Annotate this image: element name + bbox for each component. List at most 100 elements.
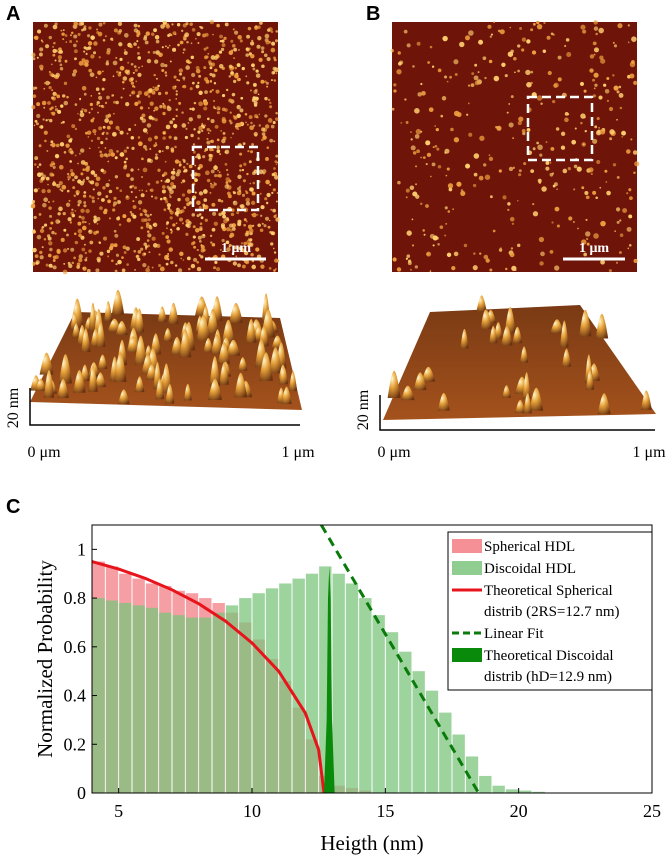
particle [189,87,193,91]
peak [529,387,544,411]
bar [385,632,399,793]
particle [588,167,594,173]
particle [216,174,220,178]
particle [453,251,459,257]
peak [259,352,274,381]
particle [275,163,278,166]
particle [141,113,146,118]
particle [88,26,92,30]
particle [136,237,141,241]
particle [77,179,82,184]
particle [54,59,57,62]
particle [129,94,132,97]
particle [137,46,140,49]
particle [85,256,88,259]
particle [229,232,235,238]
particle [184,32,190,38]
particle [626,192,629,195]
particle [56,183,61,188]
particle [54,93,58,96]
particle [73,194,77,198]
bar [212,612,225,793]
particle [102,125,106,129]
particle [137,168,140,171]
particle [203,204,209,210]
particle [48,35,53,40]
area [324,566,335,793]
particle [412,65,415,68]
particle [444,234,447,237]
bar [519,790,532,793]
particle [125,246,130,251]
particle [199,226,203,230]
particle [224,184,229,189]
particle [75,190,79,194]
particle [592,41,597,46]
particle [538,236,545,243]
particle [585,237,589,241]
particle [48,241,53,246]
particle [52,53,56,57]
particle [583,252,587,257]
particle [137,100,141,104]
particle [96,136,101,141]
particle [249,238,253,242]
particle [154,34,160,40]
particle [125,195,129,198]
particle [194,236,196,239]
particle [44,44,50,49]
particle [77,199,82,205]
particle [392,257,397,262]
particle [237,174,242,179]
particle [170,182,175,186]
particle [165,200,169,204]
particle [444,75,448,79]
particle [431,162,436,167]
particle [257,36,262,41]
particle [73,256,76,260]
particle [69,137,73,141]
particle [211,202,216,207]
x-tick-label: 25 [643,801,661,821]
particle [530,81,533,85]
particle [628,214,633,219]
particle [273,167,276,170]
particle [526,81,532,88]
particle [507,202,511,206]
particle [627,24,630,27]
particle [142,128,148,133]
particle [580,24,586,30]
particle [168,99,171,102]
particle [267,118,273,123]
particle [154,156,159,160]
particle [492,229,496,233]
particle [42,118,45,121]
particle [67,175,72,180]
particle [181,222,185,225]
particle [203,124,206,127]
particle [68,199,71,202]
particle [275,30,278,33]
particle [198,240,202,243]
particle [52,165,56,169]
particle [151,90,156,95]
particle [88,111,91,114]
particle [64,59,68,63]
particle [489,195,493,199]
particle [221,107,226,112]
particle [114,233,119,238]
particle [444,148,450,154]
particle [138,66,140,69]
particle [118,42,123,47]
particle [147,95,151,98]
particle [583,89,587,93]
particle [98,95,103,100]
particle [198,213,202,216]
particle [191,213,195,217]
particle [123,165,127,170]
particle [119,189,123,193]
particle [421,90,426,96]
particle [273,251,277,254]
